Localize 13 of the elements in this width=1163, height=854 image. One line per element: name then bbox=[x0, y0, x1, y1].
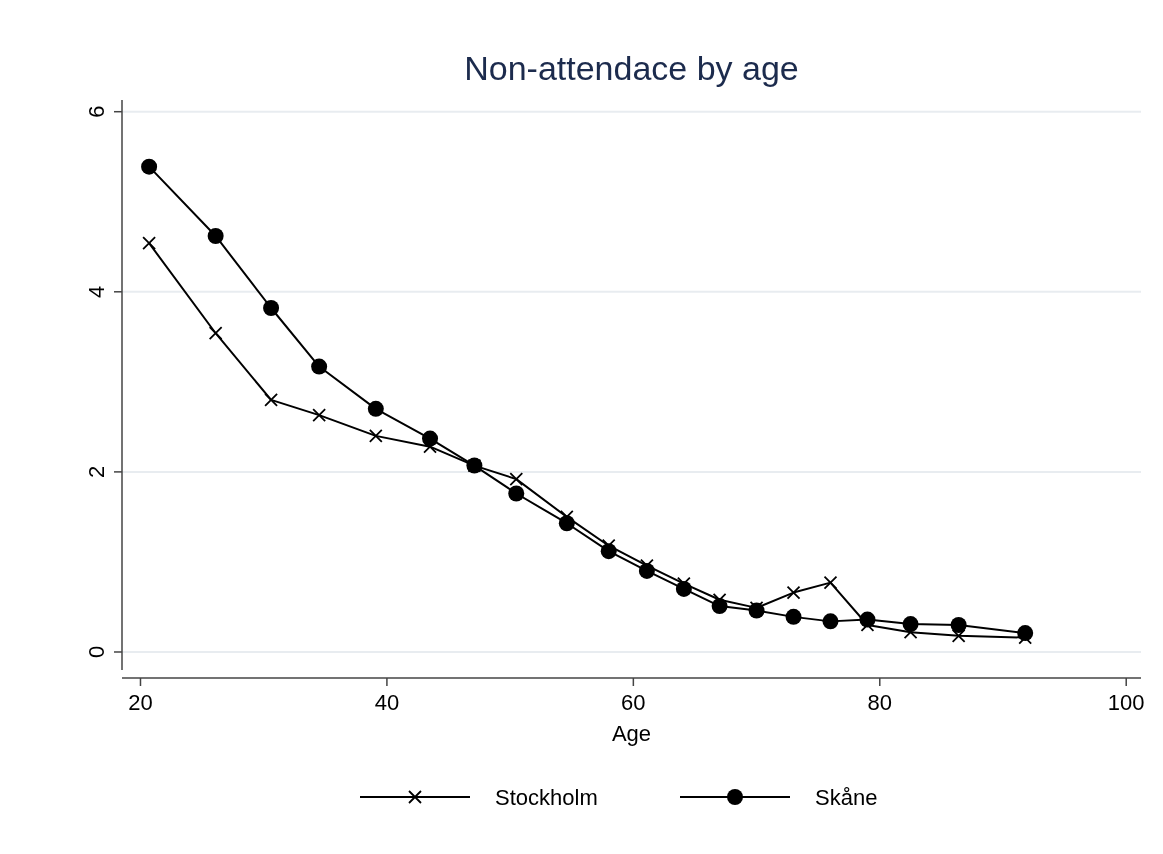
x-tick-label: 100 bbox=[1107, 690, 1145, 715]
legend-label: Skåne bbox=[815, 785, 878, 810]
legend-label: Stockholm bbox=[495, 785, 598, 810]
x-tick-label: 60 bbox=[621, 690, 646, 715]
y-tick-label: 4 bbox=[84, 285, 109, 298]
x-tick-label: 20 bbox=[128, 690, 153, 715]
y-tick-label: 6 bbox=[84, 105, 109, 118]
x-axis-title: Age bbox=[611, 721, 652, 746]
chart-title: Non-attendace by age bbox=[464, 49, 799, 87]
y-tick-label: 2 bbox=[84, 465, 109, 479]
x-tick-label: 80 bbox=[867, 690, 893, 715]
x-tick-label: 40 bbox=[374, 690, 400, 715]
y-tick-label: 0 bbox=[84, 645, 109, 659]
